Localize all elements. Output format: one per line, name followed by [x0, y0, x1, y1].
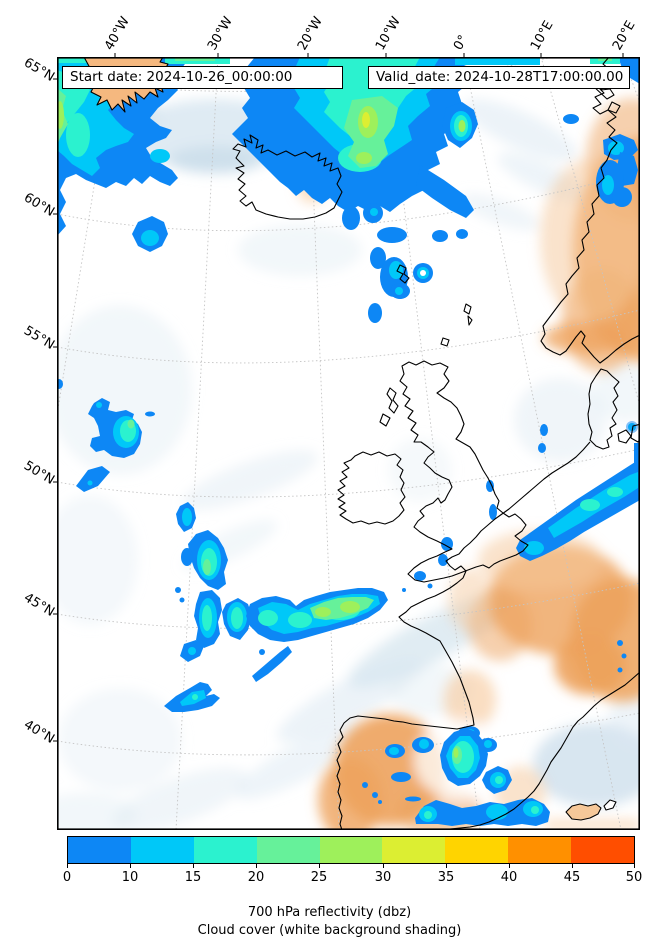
- map-border: [57, 57, 640, 830]
- coast-great-britain: [399, 360, 529, 583]
- colorbar-label-50: 50: [625, 870, 643, 885]
- coast-continent: [336, 441, 591, 830]
- axis-ticks: [53, 53, 624, 742]
- colorbar-label-15: 15: [184, 870, 202, 885]
- colorbar-tick: [446, 864, 447, 868]
- colorbar-label-40: 40: [500, 870, 518, 885]
- colorbar-tick: [509, 864, 510, 868]
- reflectivity-layer: [57, 57, 640, 826]
- coast-mediterranean: [444, 671, 640, 830]
- start-date-text: Start date: 2024-10-26_00:00:00: [70, 69, 293, 85]
- colorbar-label-25: 25: [310, 870, 328, 885]
- colorbar-label-30: 30: [374, 870, 392, 885]
- coast-faroe: [396, 264, 410, 284]
- colorbar-label-0: 0: [62, 870, 72, 885]
- coast-shetland: [463, 303, 473, 326]
- top-edge-strip: [57, 57, 540, 65]
- colorbar-tick: [67, 864, 68, 868]
- colorbar-label-20: 20: [247, 870, 265, 885]
- valid-date-text: Valid_date: 2024-10-28T17:00:00.00: [376, 69, 624, 85]
- colorbar-label-10: 10: [121, 870, 139, 885]
- colorbar-segment: [571, 837, 635, 863]
- colorbar-label-35: 35: [437, 870, 455, 885]
- storm-system-iceland: [232, 57, 579, 323]
- colorbar-label-45: 45: [563, 870, 581, 885]
- colorbar-tick: [193, 864, 194, 868]
- colorbar-segment: [382, 837, 446, 863]
- coast-orkney: [440, 337, 450, 347]
- coast-mallorca: [565, 803, 602, 821]
- colorbar-segment: [319, 837, 383, 863]
- colorbar-tick: [130, 864, 131, 868]
- coast-norway: [540, 57, 640, 364]
- colorbar-tick: [572, 864, 573, 868]
- colorbar-tick: [319, 864, 320, 868]
- coast-hebrides: [379, 387, 399, 427]
- colorbar-tick: [383, 864, 384, 868]
- coast-ireland: [337, 451, 406, 525]
- valid-date-box: Valid_date: 2024-10-28T17:00:00.00: [368, 66, 630, 89]
- colorbar-segment: [68, 837, 131, 863]
- colorbar-segment: [193, 837, 257, 863]
- colorbar-segments: [68, 837, 635, 863]
- colorbar-tick: [634, 864, 635, 868]
- storm-cells-iberia: [362, 640, 627, 826]
- caption-line1: 700 hPa reflectivity (dbz): [247, 905, 412, 920]
- north-sea-band: [516, 421, 640, 561]
- coast-denmark: [587, 368, 620, 450]
- frontal-band: [164, 502, 388, 712]
- colorbar-segment: [130, 837, 194, 863]
- coast-menorca: [603, 799, 617, 811]
- caption-line2: Cloud cover (white background shading): [197, 923, 462, 938]
- storm-cells-norway: [590, 57, 640, 207]
- colorbar: [67, 836, 635, 864]
- colorbar-segment: [256, 837, 320, 863]
- colorbar-segment: [508, 837, 572, 863]
- colorbar-segment: [445, 837, 509, 863]
- coast-iceland: [232, 134, 343, 220]
- start-date-box: Start date: 2024-10-26_00:00:00: [62, 66, 343, 89]
- colorbar-tick: [256, 864, 257, 868]
